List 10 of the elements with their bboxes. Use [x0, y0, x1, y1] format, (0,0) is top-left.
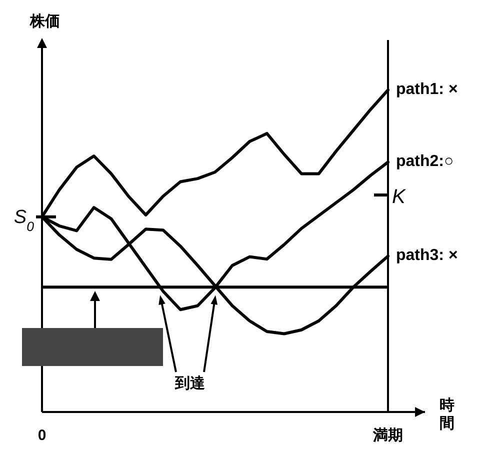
series-label: path2:○: [396, 153, 454, 170]
x-tick-label: 0: [38, 427, 46, 444]
x-axis-title: 時間: [440, 397, 454, 432]
text: S$_{0}$: [14, 206, 35, 234]
series-label: path3: ×: [396, 247, 458, 264]
x-tick-label: 満期: [372, 427, 403, 444]
series-label: path1: ×: [396, 81, 458, 98]
text: K: [392, 186, 407, 208]
y-axis-title: 株価: [29, 13, 60, 30]
annotation: 到達: [174, 375, 206, 392]
